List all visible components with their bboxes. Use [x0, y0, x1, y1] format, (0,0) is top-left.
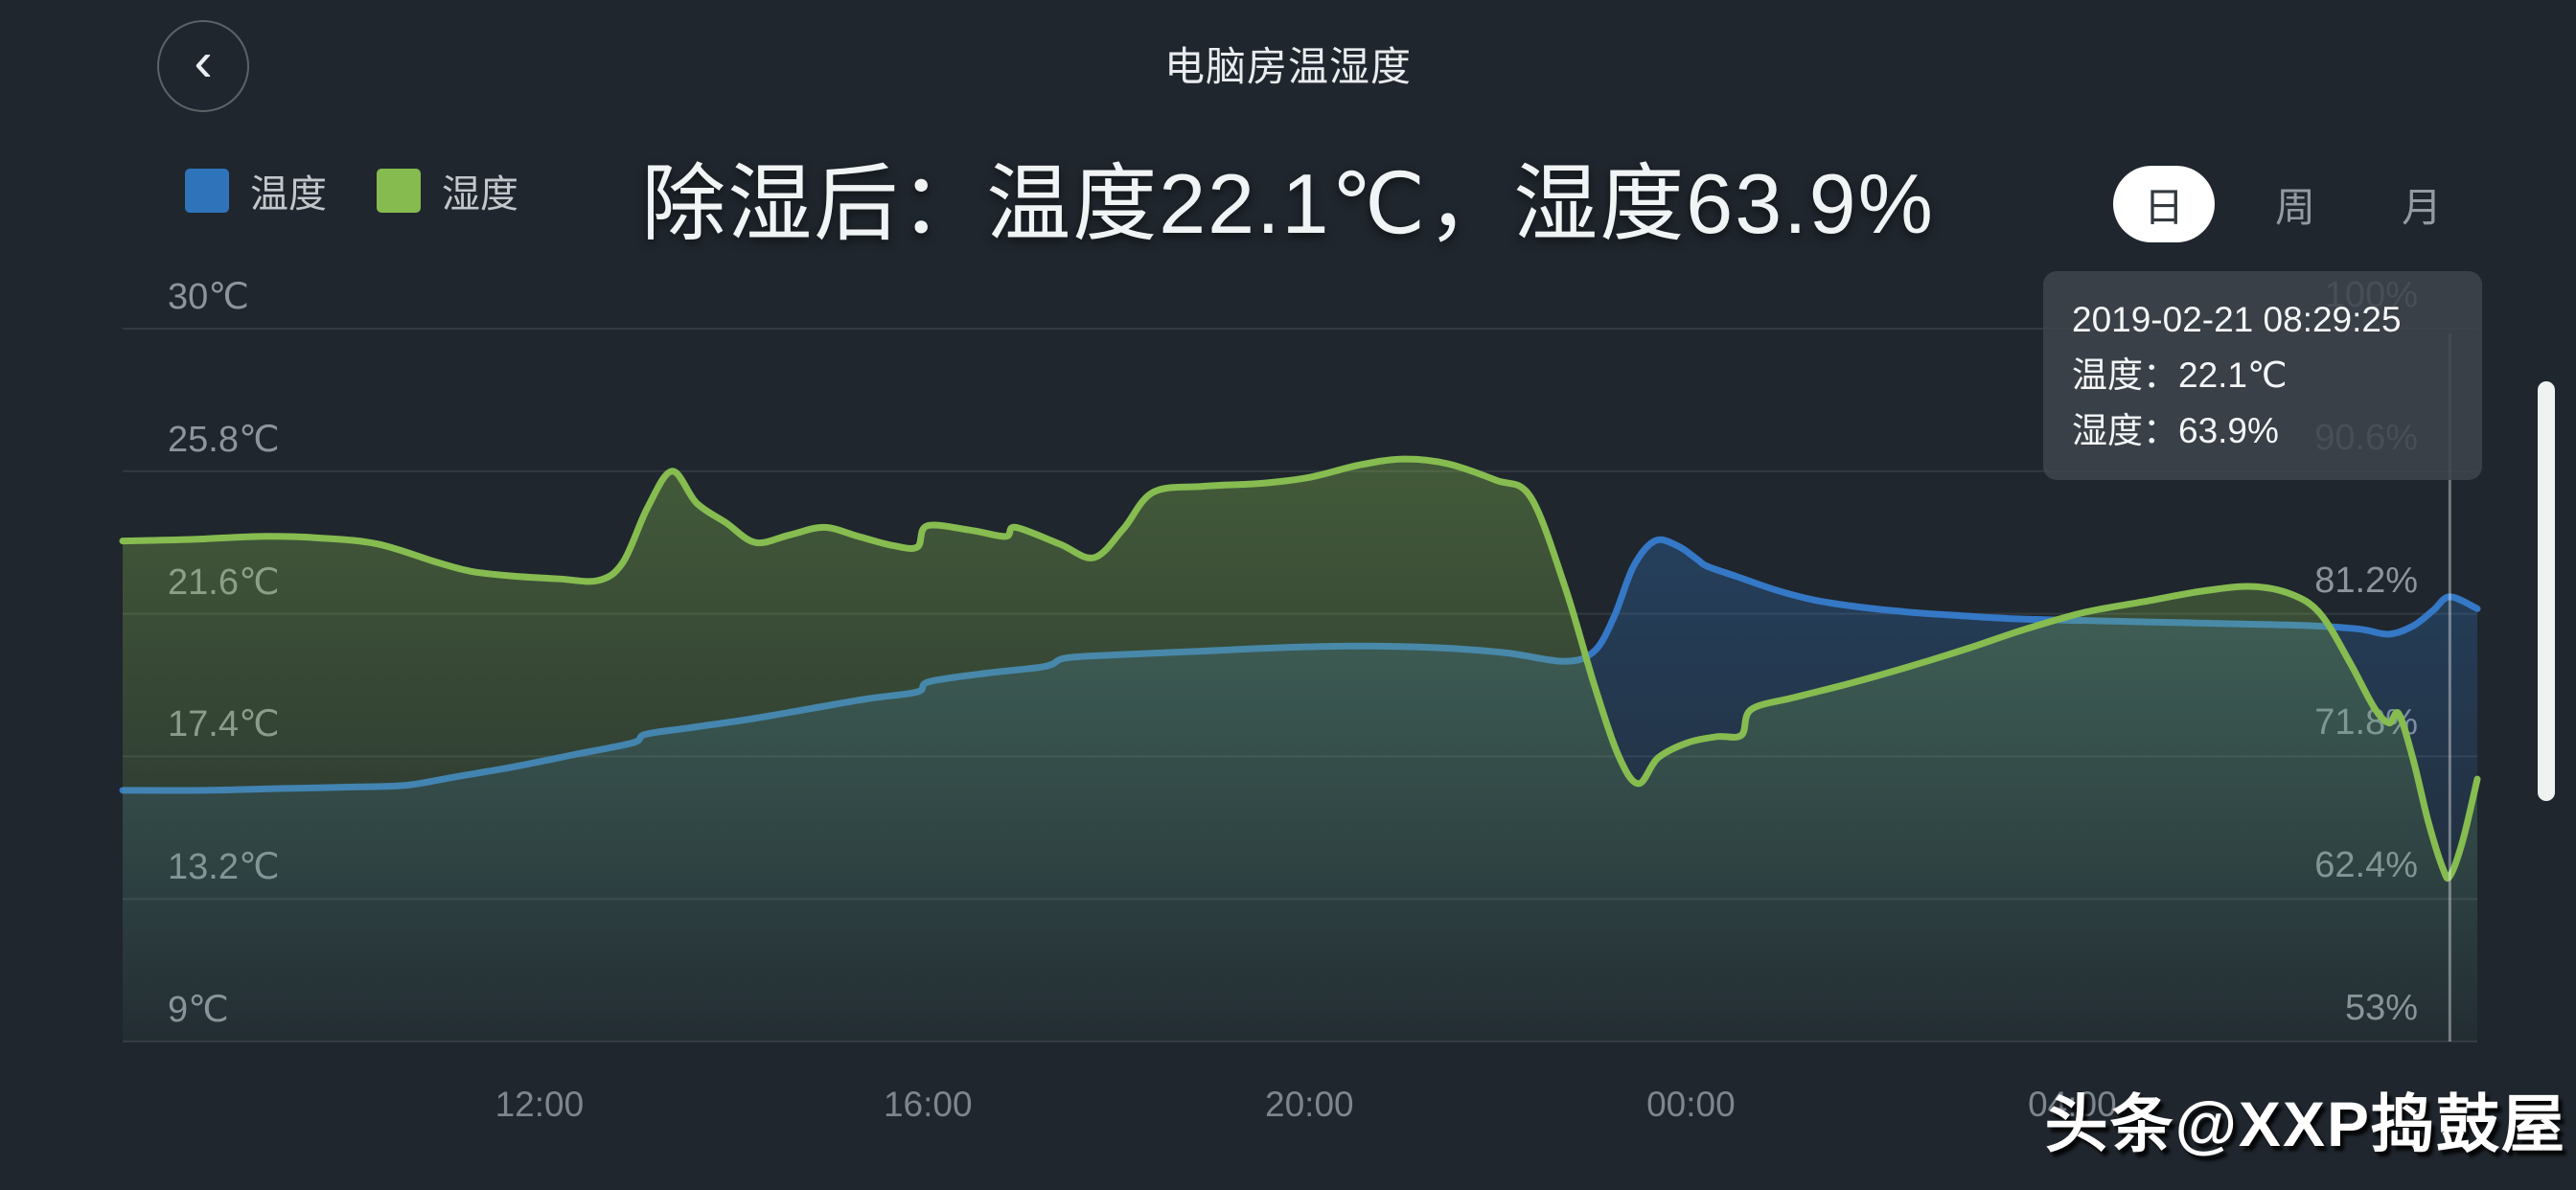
back-chevron-icon: ‹ [194, 31, 213, 93]
watermark: 头条@XXP捣鼓屋 [2044, 1088, 2566, 1159]
tab-day[interactable]: 日 [2113, 166, 2215, 242]
period-tabs: 日周月 [2113, 166, 2468, 242]
legend-label-temperature: 温度 [250, 173, 327, 216]
x-axis-label-2: 20:00 [1265, 1085, 1354, 1124]
temperature-swatch-icon [185, 169, 229, 213]
y-axis-left-label-0: 30℃ [168, 277, 249, 317]
page-title: 电脑房温湿度 [1163, 44, 1412, 89]
overlay-caption: 除湿后：温度22.1℃，湿度63.9% [641, 156, 1935, 251]
tooltip-temperature: 温度：22.1℃ [2072, 355, 2288, 395]
y-axis-right-label-2: 81.2% [2314, 560, 2418, 601]
chart-legend: 温度 湿度 [185, 163, 518, 218]
legend-label-humidity: 湿度 [442, 173, 518, 216]
humidity-area [123, 459, 2477, 1041]
scrollbar-thumb[interactable] [2538, 381, 2555, 801]
x-axis-label-1: 16:00 [883, 1085, 973, 1124]
tooltip-datetime: 2019-02-21 08:29:25 [2072, 300, 2402, 339]
chart-tooltip: 2019-02-21 08:29:25 温度：22.1℃ 湿度：63.9% [2043, 271, 2482, 480]
y-axis-left-label-1: 25.8℃ [168, 419, 280, 460]
humidity-line [119, 455, 2481, 882]
tooltip-humidity: 湿度：63.9% [2072, 411, 2279, 450]
back-button[interactable]: ‹ [157, 20, 249, 112]
x-axis-label-3: 00:00 [1646, 1085, 1736, 1124]
legend-item-temperature[interactable]: 温度 [185, 163, 327, 218]
legend-item-humidity[interactable]: 湿度 [377, 163, 518, 218]
humidity-swatch-icon [377, 169, 421, 213]
tab-month[interactable]: 月 [2401, 184, 2442, 230]
x-axis-label-4: 04:00 [2028, 1085, 2117, 1124]
x-axis-label-0: 12:00 [494, 1085, 585, 1124]
tab-week[interactable]: 周 [2274, 184, 2315, 230]
